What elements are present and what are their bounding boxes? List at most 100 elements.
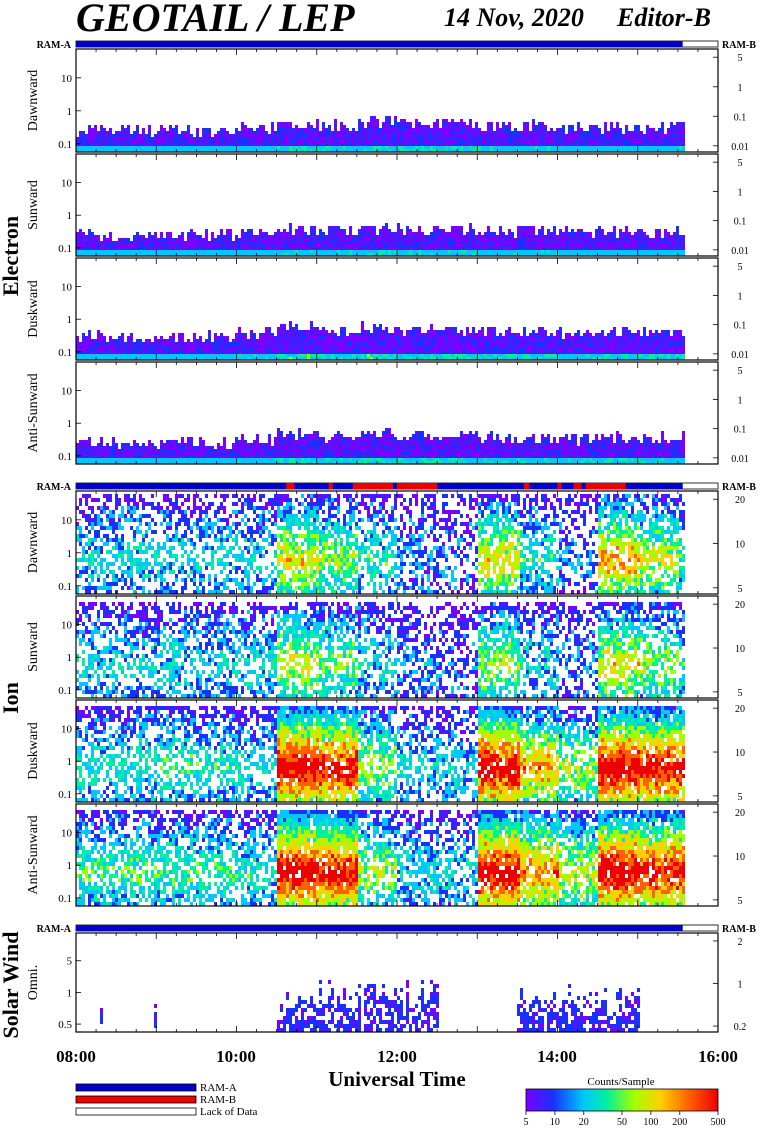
heatmap-cell [544, 339, 547, 342]
heatmap-cell [229, 244, 232, 247]
heatmap-cell [286, 149, 289, 152]
heatmap-cell [103, 351, 106, 354]
heatmap-cell [334, 247, 337, 250]
heatmap-cell [289, 321, 292, 324]
heatmap-cell [676, 247, 679, 250]
heatmap-cell [421, 143, 424, 146]
heatmap-cell [439, 140, 442, 143]
heatmap-cell [289, 330, 292, 333]
heatmap-cell [604, 253, 607, 256]
heatmap-cell [400, 253, 403, 256]
heatmap-cell [520, 146, 523, 149]
heatmap-cell [244, 354, 247, 357]
heatmap-cell [94, 348, 97, 351]
heatmap-cell [250, 232, 253, 235]
heatmap-cell [421, 351, 424, 354]
heatmap-cell [292, 241, 295, 244]
heatmap-cell [538, 134, 541, 137]
heatmap-cell [346, 140, 349, 143]
heatmap-cell [85, 140, 88, 143]
heatmap-cell [307, 238, 310, 241]
heatmap-cell [433, 143, 436, 146]
heatmap-cell [592, 244, 595, 247]
heatmap-cell [418, 232, 421, 235]
heatmap-cell [280, 250, 283, 253]
heatmap-cell [445, 122, 448, 125]
heatmap-cell [247, 354, 250, 357]
heatmap-cell [205, 232, 208, 235]
heatmap-cell [394, 128, 397, 131]
heatmap-cell [550, 351, 553, 354]
heatmap-cell [109, 345, 112, 348]
heatmap-cell [118, 348, 121, 351]
heatmap-cell [286, 339, 289, 342]
heatmap-cell [430, 247, 433, 250]
heatmap-cell [190, 247, 193, 250]
heatmap-cell [256, 253, 259, 256]
heatmap-cell [334, 357, 337, 360]
heatmap-cell [634, 250, 637, 253]
heatmap-cell [532, 119, 535, 122]
heatmap-cell [115, 241, 118, 244]
heatmap-cell [679, 149, 682, 152]
heatmap-cell [379, 229, 382, 232]
heatmap-cell [445, 149, 448, 152]
heatmap-cell [292, 143, 295, 146]
heatmap-cell [241, 146, 244, 149]
heatmap-cell [79, 348, 82, 351]
heatmap-cell [190, 143, 193, 146]
heatmap-cell [511, 241, 514, 244]
heatmap-cell [559, 235, 562, 238]
heatmap-cell [598, 241, 601, 244]
heatmap-cell [373, 247, 376, 250]
heatmap-cell [439, 238, 442, 241]
heatmap-cell [658, 146, 661, 149]
heatmap-cell [349, 250, 352, 253]
heatmap-cell [121, 339, 124, 342]
heatmap-cell [268, 253, 271, 256]
heatmap-cell [643, 134, 646, 137]
heatmap-cell [145, 345, 148, 348]
heatmap-cell [109, 232, 112, 235]
heatmap-cell [262, 238, 265, 241]
heatmap-cell [181, 137, 184, 140]
heatmap-cell [667, 134, 670, 137]
heatmap-cell [397, 342, 400, 345]
heatmap-cell [511, 339, 514, 342]
heatmap-cell [325, 143, 328, 146]
heatmap-cell [544, 348, 547, 351]
heatmap-cell [337, 336, 340, 339]
heatmap-cell [412, 354, 415, 357]
heatmap-cell [562, 134, 565, 137]
heatmap-cell [496, 131, 499, 134]
heatmap-cell [130, 351, 133, 354]
heatmap-cell [673, 140, 676, 143]
heatmap-cell [304, 140, 307, 143]
heatmap-cell [160, 134, 163, 137]
heatmap-cell [199, 339, 202, 342]
heatmap-cell [505, 131, 508, 134]
heatmap-cell [682, 122, 685, 125]
heatmap-cell [604, 250, 607, 253]
heatmap-cell [352, 342, 355, 345]
heatmap-cell [289, 351, 292, 354]
heatmap-cell [610, 149, 613, 152]
heatmap-cell [421, 333, 424, 336]
heatmap-cell [232, 149, 235, 152]
heatmap-cell [343, 253, 346, 256]
heatmap-cell [394, 137, 397, 140]
heatmap-cell [205, 247, 208, 250]
heatmap-cell [289, 244, 292, 247]
heatmap-cell [217, 336, 220, 339]
heatmap-cell [409, 345, 412, 348]
heatmap-cell [295, 327, 298, 330]
heatmap-cell [517, 250, 520, 253]
heatmap-cell [103, 244, 106, 247]
heatmap-cell [418, 244, 421, 247]
heatmap-cell [436, 232, 439, 235]
heatmap-cell [427, 140, 430, 143]
heatmap-cell [376, 241, 379, 244]
heatmap-cell [562, 125, 565, 128]
heatmap-cell [421, 140, 424, 143]
heatmap-cell [265, 351, 268, 354]
